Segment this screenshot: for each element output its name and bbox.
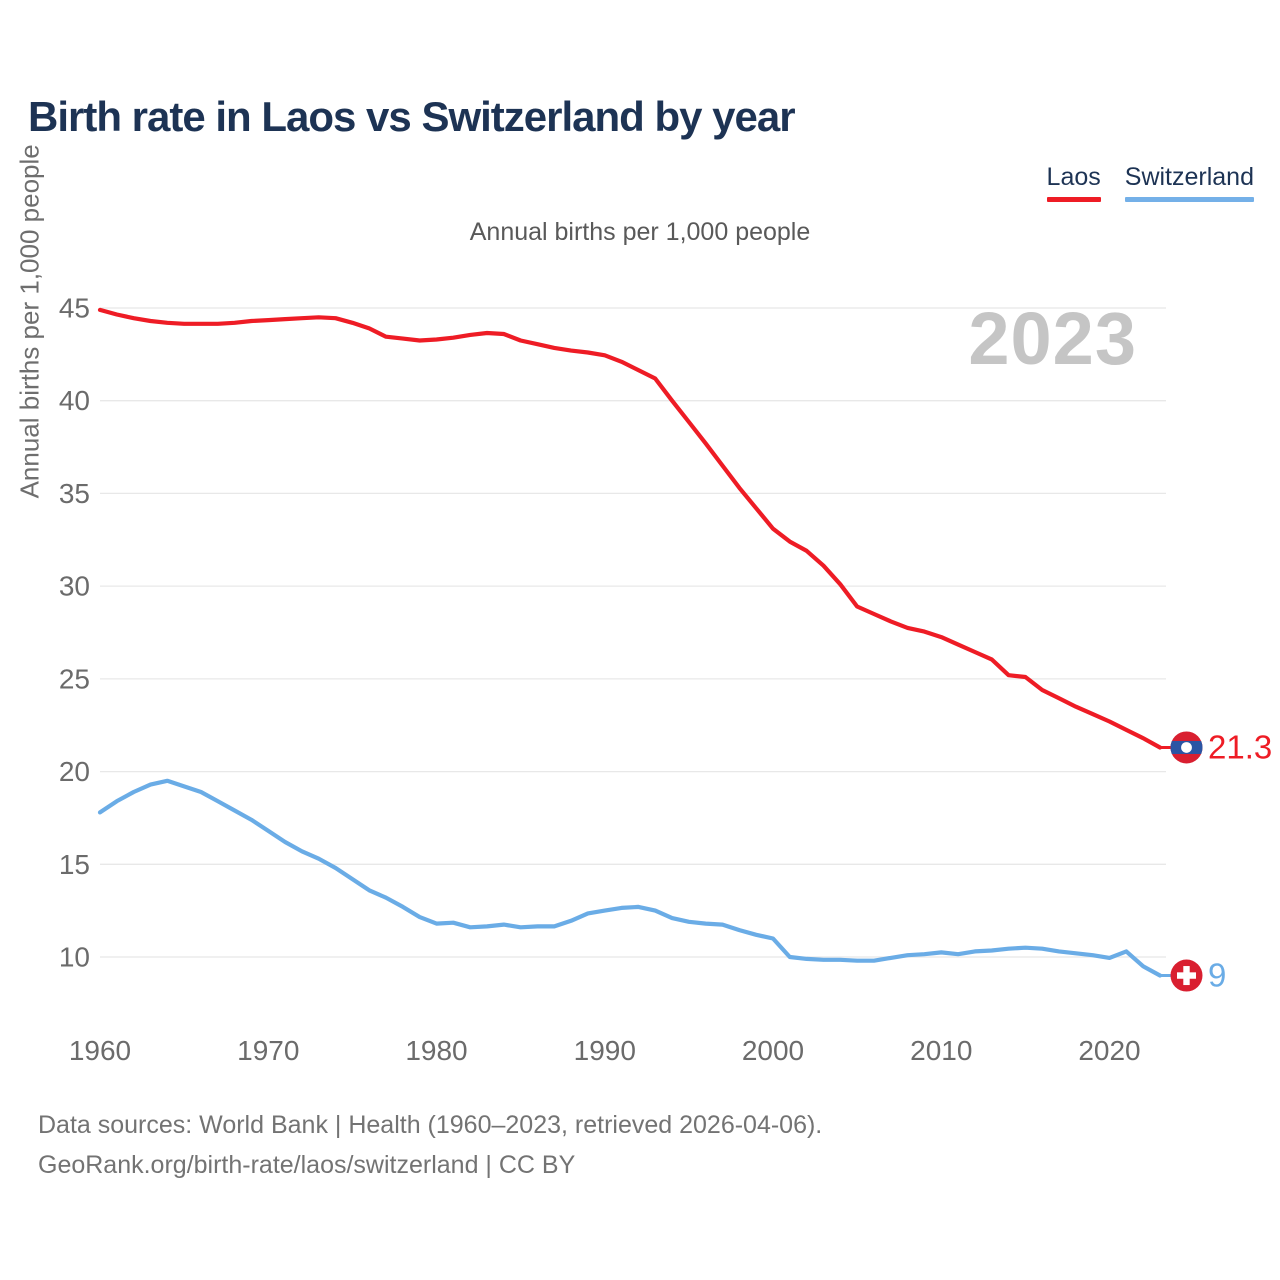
legend-item-laos[interactable]: Laos: [1046, 163, 1101, 202]
switzerland-series-line: [97, 778, 1163, 978]
y-tick-label-15: 15: [59, 849, 90, 880]
y-tick-label-25: 25: [59, 663, 90, 694]
source-line-2: GeoRank.org/birth-rate/laos/switzerland …: [38, 1151, 576, 1179]
source-line-1: Data sources: World Bank | Health (1960–…: [38, 1111, 823, 1139]
x-tick-label-2010: 2010: [910, 1035, 972, 1066]
y-tick-label-40: 40: [59, 385, 90, 416]
laos-end-value-label: 21.3: [1208, 729, 1272, 766]
legend-color-bar-switzerland: [1124, 197, 1254, 202]
x-tick-label-2000: 2000: [742, 1035, 804, 1066]
x-tick-label-1960: 1960: [69, 1035, 131, 1066]
y-tick-label-45: 45: [59, 293, 90, 324]
chart-subtitle: Annual births per 1,000 people: [469, 218, 811, 246]
legend-label-switzerland: Switzerland: [1124, 163, 1254, 191]
x-tick-label-2020: 2020: [1078, 1035, 1140, 1066]
swiss-cross-vertical: [1183, 966, 1190, 986]
laos-series-line: [97, 307, 1163, 750]
laos-flag-white-circle: [1181, 742, 1192, 753]
y-tick-label-30: 30: [59, 571, 90, 602]
legend-label-laos: Laos: [1046, 163, 1101, 191]
x-tick-label-1970: 1970: [237, 1035, 299, 1066]
source-note: Data sources: World Bank | Health (1960–…: [38, 1105, 822, 1185]
legend-color-bar-laos: [1046, 197, 1101, 202]
x-tick-label-1980: 1980: [405, 1035, 467, 1066]
y-tick-label-35: 35: [59, 478, 90, 509]
y-tick-label-10: 10: [59, 942, 90, 973]
legend: Laos Switzerland: [1046, 163, 1254, 202]
x-tick-label-1990: 1990: [574, 1035, 636, 1066]
year-watermark: 2023: [968, 297, 1137, 380]
switzerland-end-value-label: 9: [1208, 957, 1226, 994]
y-tick-label-20: 20: [59, 756, 90, 787]
legend-item-switzerland[interactable]: Switzerland: [1124, 163, 1254, 202]
page-title: Birth rate in Laos vs Switzerland by yea…: [28, 93, 796, 140]
